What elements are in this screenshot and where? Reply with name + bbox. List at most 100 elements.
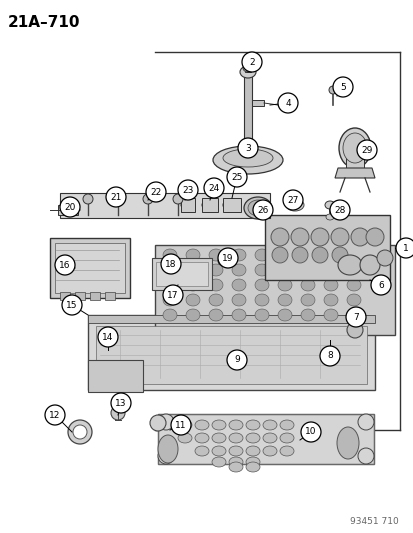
- Ellipse shape: [346, 264, 360, 276]
- Ellipse shape: [235, 358, 244, 368]
- Ellipse shape: [330, 228, 348, 246]
- Ellipse shape: [180, 201, 195, 209]
- Ellipse shape: [323, 249, 337, 261]
- Ellipse shape: [300, 249, 314, 261]
- Ellipse shape: [254, 249, 268, 261]
- Text: 16: 16: [59, 261, 71, 270]
- Bar: [154, 245, 394, 335]
- Circle shape: [252, 200, 272, 220]
- Ellipse shape: [209, 294, 223, 306]
- Circle shape: [55, 255, 75, 275]
- Circle shape: [356, 140, 376, 160]
- Ellipse shape: [211, 457, 225, 467]
- Ellipse shape: [323, 309, 337, 321]
- Text: 13: 13: [115, 399, 126, 408]
- Circle shape: [204, 178, 223, 198]
- Ellipse shape: [323, 294, 337, 306]
- Ellipse shape: [357, 448, 373, 464]
- Ellipse shape: [209, 249, 223, 261]
- Ellipse shape: [300, 294, 314, 306]
- Ellipse shape: [365, 228, 383, 246]
- Ellipse shape: [185, 249, 199, 261]
- Circle shape: [332, 77, 352, 97]
- Bar: [96, 326, 366, 384]
- Circle shape: [146, 182, 166, 202]
- Ellipse shape: [185, 279, 199, 291]
- Ellipse shape: [277, 294, 291, 306]
- Bar: [90, 292, 100, 300]
- Text: 93451 710: 93451 710: [349, 518, 398, 527]
- Ellipse shape: [300, 279, 314, 291]
- Ellipse shape: [185, 294, 199, 306]
- Text: 4: 4: [285, 99, 290, 108]
- Text: 9: 9: [234, 356, 239, 365]
- Circle shape: [60, 197, 80, 217]
- Circle shape: [226, 167, 247, 187]
- Ellipse shape: [277, 279, 291, 291]
- Polygon shape: [58, 205, 78, 215]
- Ellipse shape: [245, 420, 259, 430]
- Ellipse shape: [242, 64, 252, 72]
- Ellipse shape: [340, 445, 354, 455]
- Ellipse shape: [195, 433, 209, 443]
- Ellipse shape: [254, 309, 268, 321]
- Circle shape: [395, 238, 413, 258]
- Ellipse shape: [113, 194, 123, 204]
- Circle shape: [370, 275, 390, 295]
- Text: 15: 15: [66, 301, 78, 310]
- Circle shape: [329, 200, 349, 220]
- Circle shape: [171, 415, 190, 435]
- Ellipse shape: [279, 446, 293, 456]
- Ellipse shape: [195, 446, 209, 456]
- Bar: [158, 414, 373, 464]
- Ellipse shape: [211, 433, 225, 443]
- Ellipse shape: [277, 264, 291, 276]
- Ellipse shape: [311, 247, 327, 263]
- Circle shape: [111, 393, 131, 413]
- Circle shape: [237, 138, 257, 158]
- Ellipse shape: [218, 257, 225, 265]
- Circle shape: [106, 187, 126, 207]
- Ellipse shape: [185, 309, 199, 321]
- Circle shape: [282, 190, 302, 210]
- Text: 10: 10: [304, 427, 316, 437]
- Ellipse shape: [331, 247, 347, 263]
- Bar: [244, 62, 250, 72]
- Ellipse shape: [376, 250, 392, 266]
- Ellipse shape: [338, 128, 370, 168]
- Ellipse shape: [68, 420, 92, 444]
- Ellipse shape: [323, 264, 337, 276]
- Ellipse shape: [209, 264, 223, 276]
- Bar: [105, 292, 115, 300]
- Ellipse shape: [323, 279, 337, 291]
- Circle shape: [45, 405, 65, 425]
- Ellipse shape: [245, 462, 259, 472]
- Ellipse shape: [209, 279, 223, 291]
- Circle shape: [178, 180, 197, 200]
- Text: 11: 11: [175, 421, 186, 430]
- Text: 23: 23: [182, 185, 193, 195]
- Ellipse shape: [310, 228, 328, 246]
- Text: 2: 2: [249, 58, 254, 67]
- Bar: [88, 315, 374, 390]
- Text: 28: 28: [334, 206, 345, 214]
- Text: 1: 1: [402, 244, 408, 253]
- Bar: [264, 215, 389, 280]
- Ellipse shape: [73, 425, 87, 439]
- Ellipse shape: [254, 294, 268, 306]
- Text: 21: 21: [110, 192, 121, 201]
- Ellipse shape: [185, 264, 199, 276]
- Ellipse shape: [271, 247, 287, 263]
- Text: 18: 18: [165, 260, 176, 269]
- Ellipse shape: [161, 448, 175, 458]
- Ellipse shape: [231, 249, 245, 261]
- Circle shape: [218, 248, 237, 268]
- Ellipse shape: [228, 433, 242, 443]
- Ellipse shape: [202, 200, 218, 210]
- Ellipse shape: [262, 420, 276, 430]
- Circle shape: [226, 350, 247, 370]
- Ellipse shape: [291, 247, 307, 263]
- Ellipse shape: [142, 194, 153, 204]
- Ellipse shape: [228, 462, 242, 472]
- Ellipse shape: [277, 309, 291, 321]
